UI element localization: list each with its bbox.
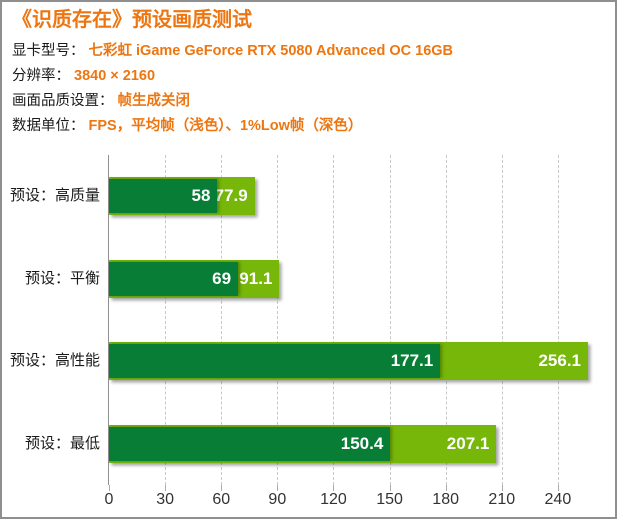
gridline-120 [333, 155, 335, 485]
category-labels: 预设：高质量预设：平衡预设：高性能预设：最低 [6, 155, 100, 485]
gridline-240 [557, 155, 559, 485]
tick-mark-240 [557, 485, 559, 491]
value-label-low: 177.1 [390, 351, 434, 371]
category-label-0: 预设：高质量 [9, 187, 100, 205]
bar-one-percent-low: 177.1 [109, 344, 441, 379]
gridline-60 [221, 155, 223, 485]
value-label-low: 69 [212, 268, 232, 288]
data-unit-value: FPS，平均帧（浅色）、1%Low帧（深色） [88, 118, 363, 134]
tick-mark-120 [333, 485, 335, 491]
info-line-quality-setting: 画面品质设置： 帧生成关闭 [12, 89, 453, 114]
page-title: 《识质存在》预设画质测试 [12, 9, 252, 31]
tick-mark-0 [109, 485, 110, 491]
tick-mark-60 [221, 485, 223, 491]
gridline-90 [277, 155, 279, 485]
bar-one-percent-low: 150.4 [109, 426, 391, 461]
x-tick-label-60: 60 [212, 491, 231, 508]
gridline-210 [501, 155, 503, 485]
plot-area: 0 30 60 90 120 150 180 210 240 77.9 58 91.1 69 256.1 1… [105, 155, 614, 508]
value-label-average: 77.9 [214, 186, 248, 206]
value-label-average: 91.1 [239, 268, 273, 288]
x-tick-label-240: 240 [544, 491, 572, 508]
tick-mark-30 [165, 485, 167, 491]
info-line-resolution: 分辨率： 3840 × 2160 [12, 64, 453, 89]
x-tick-label-90: 90 [268, 491, 287, 508]
value-label-average: 207.1 [446, 433, 490, 453]
tick-mark-180 [445, 485, 447, 491]
x-tick-label-120: 120 [320, 491, 347, 508]
info-line-data-unit: 数据单位： FPS，平均帧（浅色）、1%Low帧（深色） [12, 114, 453, 139]
bar-one-percent-low: 69 [109, 261, 239, 296]
x-tick-label-0: 0 [104, 491, 114, 508]
x-tick-label-210: 210 [488, 491, 516, 508]
tick-mark-150 [389, 485, 391, 491]
value-label-low: 150.4 [340, 433, 384, 453]
x-tick-label-150: 150 [376, 491, 403, 508]
category-label-1: 预设：平衡 [24, 269, 100, 287]
gpu-label: 显卡型号： [12, 43, 85, 59]
info-line-gpu: 显卡型号： 七彩虹 iGame GeForce RTX 5080 Advanced… [12, 39, 453, 64]
x-tick-label-180: 180 [432, 491, 460, 508]
gridline-150 [389, 155, 391, 485]
data-unit-label: 数据单位： [12, 118, 85, 134]
gridline-180 [445, 155, 447, 485]
category-label-3: 预设：最低 [24, 434, 100, 452]
quality-setting-value: 帧生成关闭 [117, 93, 191, 109]
resolution-label: 分辨率： [12, 68, 70, 84]
value-label-low: 58 [191, 186, 211, 206]
quality-setting-label: 画面品质设置： [12, 93, 114, 109]
x-tick-label-30: 30 [156, 491, 175, 508]
tick-mark-90 [277, 485, 279, 491]
tick-mark-210 [501, 485, 503, 491]
gpu-value: 七彩虹 iGame GeForce RTX 5080 Advanced OC 1… [88, 43, 454, 59]
chart-header: 《识质存在》预设画质测试 显卡型号： 七彩虹 iGame GeForce RTX … [12, 7, 453, 139]
category-label-2: 预设：高性能 [9, 352, 100, 370]
value-label-average: 256.1 [538, 351, 581, 371]
resolution-value: 3840 × 2160 [74, 68, 156, 84]
bar-one-percent-low: 58 [109, 179, 218, 214]
gridline-30 [165, 155, 167, 485]
